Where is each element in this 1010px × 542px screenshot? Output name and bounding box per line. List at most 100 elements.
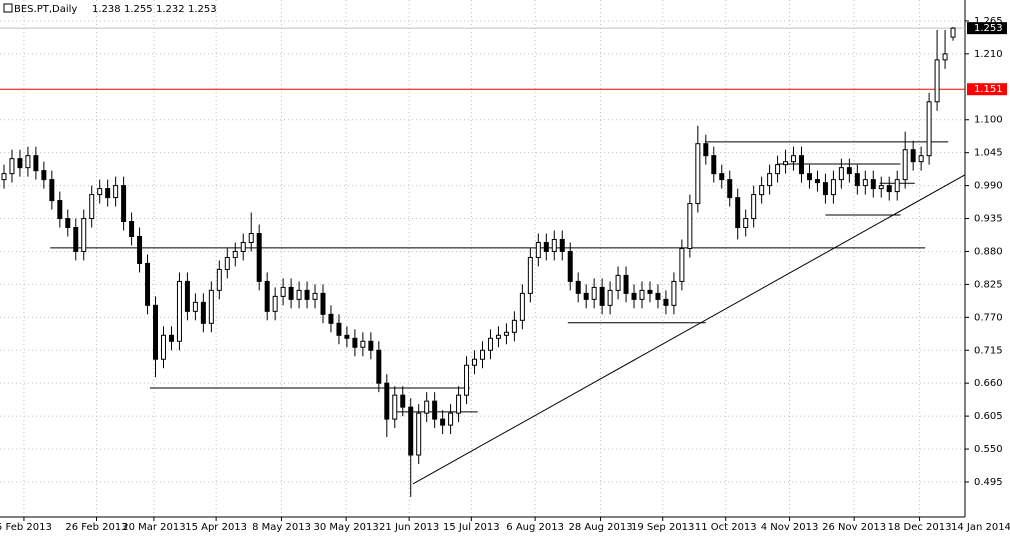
price-label: 1.253 — [974, 23, 1003, 34]
candle-body — [679, 247, 685, 282]
candle-body — [392, 394, 398, 420]
candle-body — [495, 334, 501, 339]
y-tick-label: 0.825 — [974, 279, 1003, 290]
icon — [3, 3, 13, 13]
candle-body — [735, 197, 741, 229]
candle-body — [631, 292, 637, 300]
candle-body — [719, 173, 725, 181]
candle-body — [288, 286, 294, 300]
candle-body — [480, 349, 485, 360]
candle-body — [384, 382, 390, 420]
candle-body — [256, 233, 262, 282]
candle-body — [703, 143, 709, 157]
y-tick-label: 1.045 — [974, 148, 1003, 159]
candle-body — [695, 143, 701, 205]
candle-body — [615, 274, 621, 291]
candle-body — [575, 280, 581, 294]
candle-body — [775, 164, 781, 175]
low-value: 1.232 — [156, 4, 185, 15]
candle-body — [360, 340, 366, 348]
candle-body — [870, 179, 876, 190]
candle-body — [216, 268, 222, 291]
candle-body — [81, 218, 87, 252]
x-tick-label: 8 May 2013 — [252, 522, 311, 533]
candle-body — [200, 301, 206, 324]
candle-body — [328, 313, 334, 324]
candle-body — [89, 194, 95, 220]
header: BES.PT,Daily 1.238 1.255 1.232 1.253 — [3, 3, 217, 15]
price-label-box — [967, 22, 1007, 35]
high-value: 1.255 — [124, 4, 153, 15]
candle-body — [440, 418, 446, 426]
candle-body — [830, 179, 836, 196]
candle-body — [647, 289, 653, 294]
candle-body — [902, 149, 908, 181]
candle-body — [137, 235, 143, 264]
candle-body — [352, 337, 358, 348]
x-tick-label: 19 Sep 2013 — [631, 522, 694, 533]
x-tick-label: 20 Mar 2013 — [122, 522, 185, 533]
candle-body — [336, 322, 342, 336]
candle-body — [41, 170, 47, 181]
candle-body — [838, 167, 844, 181]
candle-body — [472, 358, 478, 366]
candle-body — [950, 27, 956, 38]
x-tick-label: 14 Jan 2014 — [951, 522, 1010, 533]
candle-body — [416, 412, 422, 456]
candle-body — [599, 286, 605, 306]
y-tick-label: 0.935 — [974, 214, 1003, 225]
candle-body — [17, 158, 23, 169]
symbol: BES.PT,Daily — [14, 4, 77, 15]
candle-body — [519, 292, 525, 321]
candle-body — [687, 203, 693, 249]
candle-body — [184, 280, 190, 312]
candle-body — [751, 194, 757, 220]
candle-body — [145, 262, 151, 306]
candle-body — [232, 250, 238, 258]
candle-body — [113, 185, 119, 199]
candle-body — [432, 400, 438, 420]
candle-body — [208, 289, 214, 324]
x-tick-label: 26 Nov 2013 — [822, 522, 886, 533]
candle-body — [894, 179, 900, 193]
candle-body — [129, 221, 135, 237]
candle-body — [49, 179, 55, 202]
candle-body — [456, 394, 462, 414]
candle-body — [9, 158, 15, 175]
drawn-line — [412, 174, 966, 485]
candle-body — [97, 188, 103, 196]
x-tick-label: 26 Feb 2013 — [65, 522, 127, 533]
candle-body — [73, 227, 79, 252]
candle-body — [791, 155, 797, 163]
candle-body — [153, 304, 159, 360]
candle-body — [535, 241, 541, 258]
candle-body — [57, 200, 63, 220]
level-label: 1.151 — [974, 84, 1003, 95]
candle-body — [312, 292, 318, 300]
candle-body — [806, 173, 812, 181]
candle-body — [727, 179, 733, 199]
close-value: 1.253 — [188, 4, 217, 15]
candle-body — [846, 167, 852, 175]
candle-body — [121, 185, 127, 223]
candle-body — [639, 289, 645, 300]
candle-body — [25, 155, 31, 169]
candle-body — [448, 412, 454, 426]
candle-body — [591, 286, 597, 300]
candle-body — [487, 337, 493, 351]
candle-body — [160, 334, 166, 360]
candle-body — [886, 185, 892, 193]
candle-body — [910, 149, 916, 163]
candle-body — [743, 218, 749, 229]
level-label-box — [967, 83, 1007, 96]
y-tick-label: 0.770 — [974, 312, 1003, 323]
candle-body — [607, 289, 613, 306]
candle-body — [551, 238, 557, 252]
candle-body — [671, 280, 677, 306]
candle-body — [527, 256, 533, 294]
y-tick-label: 1.265 — [974, 16, 1003, 27]
candle-body — [280, 286, 286, 297]
y-tick-label: 0.495 — [974, 477, 1003, 488]
y-tick-label: 0.605 — [974, 411, 1003, 422]
